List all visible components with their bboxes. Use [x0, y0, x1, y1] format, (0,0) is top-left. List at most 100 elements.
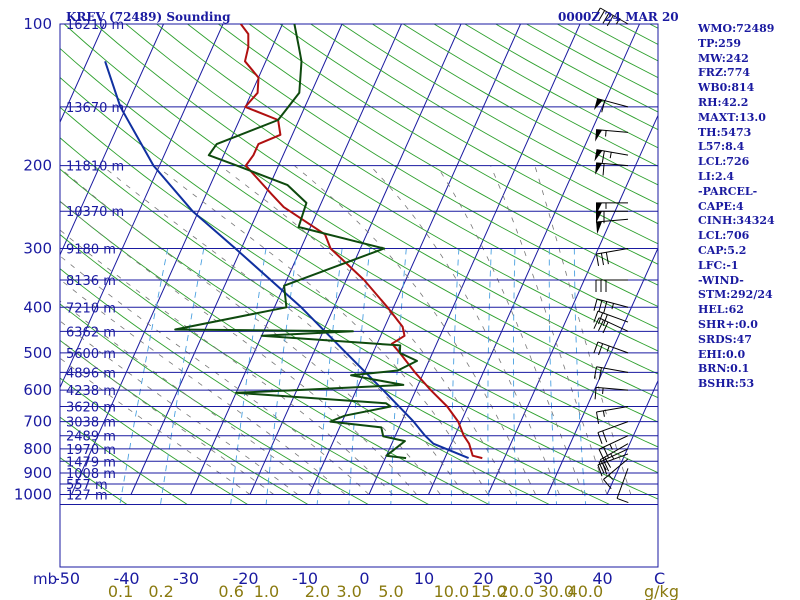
mixing-ratio-line	[450, 248, 460, 505]
wind-barb	[593, 341, 629, 356]
mixing-ratio-line	[548, 248, 557, 505]
temperature-tick-label: -10	[292, 569, 318, 588]
index-item: LI:2.4	[698, 169, 735, 183]
index-item: MW:242	[698, 51, 749, 65]
pressure-tick-label: 200	[23, 157, 52, 175]
index-item: WMO:72489	[698, 22, 775, 35]
temperature-tick-label: -40	[113, 569, 139, 588]
wind-barb	[593, 298, 629, 314]
mixing-ratio-line	[230, 248, 267, 505]
station-title: KREV (72489) Sounding	[66, 10, 231, 24]
pressure-tick-label: 900	[23, 464, 52, 482]
temperature-tick-label: -50	[54, 569, 80, 588]
dry-adiabat-line	[248, 24, 658, 265]
index-item: CINH:34324	[698, 214, 775, 228]
index-item: TP:259	[698, 36, 742, 50]
temperature-tick-label: -20	[232, 569, 258, 588]
height-label: 13670 m	[66, 101, 124, 116]
index-item: EHI:0.0	[698, 347, 746, 361]
dry-adiabat-line	[60, 268, 429, 505]
mixing-ratio-label: 5.0	[378, 582, 403, 600]
index-item: L57:8.4	[698, 140, 745, 154]
moist-adiabat-line	[490, 165, 608, 495]
height-label: 1970 m	[66, 443, 116, 458]
wind-barb	[593, 366, 629, 380]
isotherm-line	[606, 379, 658, 495]
index-item: TH:5473	[698, 125, 752, 139]
mixing-ratio-line	[573, 248, 587, 505]
dry-adiabat-line	[310, 24, 658, 225]
mixing-ratio-label: 10.0	[434, 582, 470, 600]
mixing-ratio-label: 0.1	[108, 582, 133, 600]
wind-barb	[595, 247, 629, 266]
dry-adiabat-line	[187, 24, 658, 308]
wind-barb	[596, 218, 629, 234]
sounding-indices-panel: WMO:72489 TP:259 MW:242 FRZ:774 WB0:814 RH:42…	[698, 22, 798, 392]
temperature-tick-label: -30	[173, 569, 199, 588]
height-label: 9180 m	[66, 242, 116, 257]
mixing-ratio-line	[316, 248, 343, 505]
index-item: SRDS:47	[698, 332, 752, 346]
height-label: 1479 m	[66, 455, 116, 470]
index-item: FRZ:774	[698, 66, 751, 80]
wind-barb	[595, 279, 628, 292]
sounding-profiles	[104, 24, 483, 460]
index-item: RH:42.2	[698, 95, 749, 109]
index-item: -PARCEL-	[698, 184, 758, 198]
pressure-tick-label: 500	[23, 344, 52, 362]
index-item: HEL:62	[698, 303, 744, 317]
mixing-ratio-label: 2.0	[305, 582, 330, 600]
wind-barbs	[593, 7, 629, 504]
isotherm-lines	[60, 24, 658, 495]
wind-barb	[593, 317, 629, 334]
height-label: 8136 m	[66, 274, 116, 289]
mixing-ratio-line	[487, 248, 492, 505]
pressure-tick-label: 400	[23, 298, 52, 316]
temperature-unit-label: C	[654, 569, 665, 588]
wind-barb	[593, 7, 629, 27]
pressure-unit-label: mb	[33, 570, 57, 588]
dry-adiabat-line	[156, 24, 658, 329]
wind-barb	[603, 458, 629, 489]
height-label: 2489 m	[66, 430, 116, 445]
pressure-tick-label: 600	[23, 381, 52, 399]
index-item: WB0:814	[698, 81, 755, 95]
height-label: 16210 m	[66, 18, 124, 33]
index-item: BRN:0.1	[698, 362, 750, 376]
height-label: 3620 m	[66, 400, 116, 415]
isotherm-line	[60, 24, 105, 124]
height-label: 10370 m	[66, 205, 124, 220]
height-label: 4896 m	[66, 366, 116, 381]
mixing-ratio-label: 40.0	[568, 582, 604, 600]
dry-adiabat-lines	[60, 24, 658, 505]
dry-adiabat-line	[94, 24, 658, 375]
isotherm-line	[487, 114, 658, 495]
height-label: 4238 m	[66, 384, 116, 399]
mixing-ratio-label: 30.0	[538, 582, 574, 600]
height-label: 1008 m	[66, 467, 116, 482]
valid-time: 0000Z 24 MAR 20	[558, 10, 679, 24]
height-label: 127 m	[66, 489, 108, 504]
height-label: 557 m	[66, 478, 108, 493]
wind-barb	[595, 162, 629, 176]
height-label: 7210 m	[66, 301, 116, 316]
dry-adiabat-line	[125, 24, 658, 352]
mixing-ratio-label: 15.0	[471, 582, 507, 600]
wind-barb	[593, 98, 629, 113]
dry-adiabat-line	[60, 233, 490, 505]
pressure-tick-label: 300	[23, 239, 52, 257]
dry-adiabat-line	[218, 24, 658, 286]
wind-barb	[594, 149, 629, 163]
height-label: 3038 m	[66, 416, 116, 431]
dry-adiabat-line	[60, 339, 309, 505]
wind-barb	[616, 468, 629, 504]
pressure-tick-label: 100	[23, 15, 52, 33]
mixing-ratio-line	[160, 248, 205, 505]
index-item: CAP:5.2	[698, 243, 747, 257]
height-label: 6362 m	[66, 325, 116, 340]
mixing-ratio-label: 0.2	[148, 582, 173, 600]
moist-adiabat-line	[60, 320, 298, 495]
index-item: CAPE:4	[698, 199, 744, 213]
